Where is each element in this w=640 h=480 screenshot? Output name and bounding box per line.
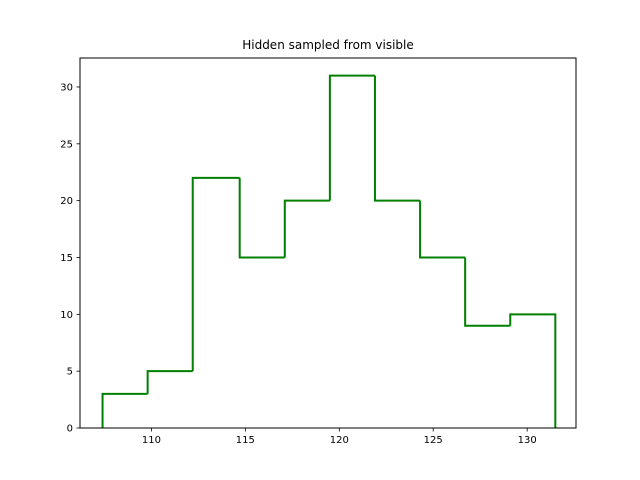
histogram-bin-step [191, 176, 240, 372]
x-tick-label: 125 [424, 435, 443, 446]
x-tick-label: 115 [236, 435, 255, 446]
histogram-bin-step [373, 75, 421, 202]
histogram-bin-step [328, 74, 375, 201]
y-tick-label: 25 [60, 139, 73, 150]
x-axis: 110 115 120 125 130 [142, 428, 537, 446]
histogram-bin-step [146, 370, 193, 394]
x-tick-label: 110 [142, 435, 161, 446]
histogram-bin-step [464, 257, 511, 327]
chart-title: Hidden sampled from visible [242, 38, 414, 52]
histogram-bin-step [238, 177, 285, 259]
axes-frame [79, 57, 577, 429]
y-tick-label: 0 [67, 424, 73, 435]
histogram-bin-step [283, 199, 330, 258]
plot-area [101, 74, 557, 428]
y-axis: 0 5 10 15 20 25 30 [60, 82, 80, 435]
x-tick-label: 120 [330, 435, 349, 446]
y-tick-label: 30 [60, 82, 73, 93]
histogram-bin-step [509, 313, 557, 428]
histogram-bin-step [101, 392, 148, 428]
x-tick-label: 130 [518, 435, 537, 446]
y-tick-label: 5 [67, 367, 73, 378]
y-tick-label: 10 [60, 310, 73, 321]
y-tick-label: 20 [60, 196, 73, 207]
histogram-bin-step [419, 200, 466, 259]
y-tick-label: 15 [60, 253, 73, 264]
